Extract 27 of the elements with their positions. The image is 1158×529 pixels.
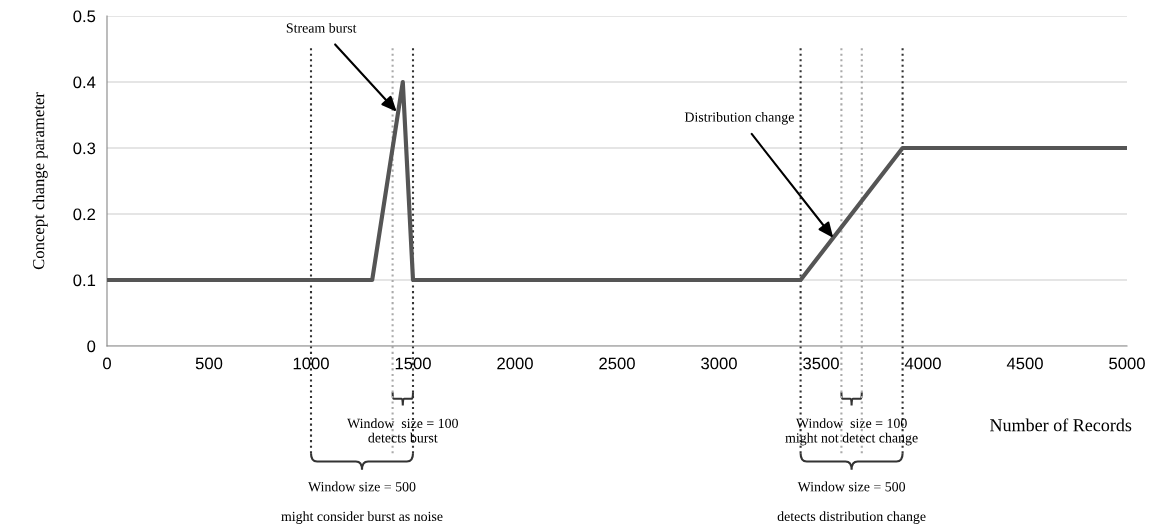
y-tick-label: 0.2: [73, 208, 96, 221]
y-tick-label: 0.4: [73, 76, 96, 89]
text: Window size = 100 might not detect change: [785, 418, 918, 446]
text: might consider burst as noise: [281, 511, 443, 524]
x-tick-label: 5000: [1109, 357, 1145, 370]
y-tick-label: 0.1: [73, 274, 96, 287]
x-tick-label: 3500: [803, 357, 839, 370]
x-tick-label: 3000: [701, 357, 737, 370]
x-tick-label: 1000: [293, 357, 329, 370]
annotation: Distribution change: [684, 111, 794, 125]
x-tick-label: 500: [195, 357, 223, 370]
text: Window size = 500: [797, 481, 906, 492]
x-tick-label: 0: [103, 357, 111, 370]
text: Window size = 500: [308, 481, 416, 492]
y-tick-label: 0.5: [73, 10, 96, 23]
x-tick-label: 2500: [599, 357, 635, 370]
x-tick-label: 4000: [904, 357, 941, 370]
text: detects distribution change: [777, 511, 926, 524]
annotation: Stream burst: [286, 22, 357, 33]
x-tick-label: 4500: [1006, 357, 1043, 370]
y-tick-label: 0.3: [73, 142, 96, 155]
x-tick-label: 1500: [395, 357, 431, 370]
x-axis-title: Number of Records: [990, 418, 1132, 432]
text: Window size = 100 detects burst: [347, 418, 458, 443]
y-tick-label: 0: [87, 340, 96, 353]
x-tick-label: 2000: [497, 357, 533, 370]
y-axis-title: Concept change parameter: [32, 92, 48, 270]
